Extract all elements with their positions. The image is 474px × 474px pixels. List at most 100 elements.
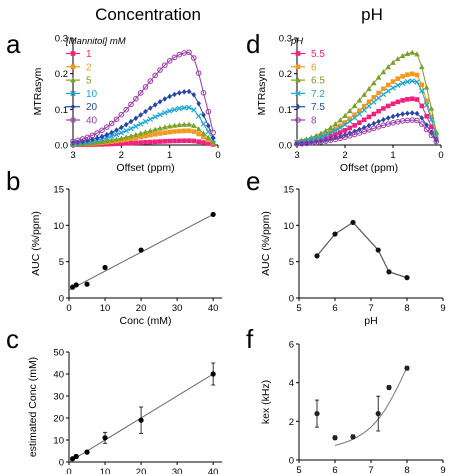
legend-entry: 6 (291, 62, 317, 73)
data-point (181, 121, 187, 127)
panel-letter-e: e (246, 166, 260, 196)
y-tick-label: 0.2 (279, 69, 292, 80)
legend-entry: 5 (66, 76, 92, 87)
data-point (385, 82, 391, 88)
data-point (352, 123, 357, 128)
data-point (177, 90, 182, 96)
x-tick-label: 2 (119, 150, 124, 161)
data-point (147, 116, 154, 122)
data-point (196, 131, 201, 137)
data-point (361, 103, 367, 109)
data-point (400, 111, 405, 117)
x-tick-label: 30 (172, 303, 183, 314)
data-point (423, 84, 430, 90)
data-point (314, 411, 320, 417)
data-point (366, 127, 372, 133)
legend-title: pH (290, 36, 303, 47)
panel-letter-d: d (246, 29, 260, 59)
data-point (142, 118, 149, 125)
data-point (361, 124, 367, 131)
y-tick-label: 5 (59, 257, 64, 268)
data-point (409, 96, 415, 102)
x-tick-label: 0 (215, 150, 220, 161)
data-point (195, 70, 202, 76)
data-point (419, 115, 425, 121)
data-point (429, 114, 434, 120)
data-point (333, 134, 338, 141)
legend-entry: 5.5 (291, 49, 325, 60)
legend-label: 5 (86, 76, 92, 87)
data-point (94, 139, 100, 145)
data-point (102, 435, 108, 441)
data-point (376, 118, 381, 125)
data-point (206, 137, 211, 143)
data-point (414, 97, 420, 102)
data-point (191, 55, 197, 61)
data-point (79, 136, 86, 142)
data-point (123, 121, 129, 128)
x-tick-label: 3 (70, 150, 75, 161)
data-point (205, 134, 212, 140)
data-point (205, 108, 212, 115)
data-point (375, 411, 381, 417)
data-point (390, 59, 396, 65)
data-point (295, 117, 301, 123)
data-point (90, 136, 95, 143)
data-point (361, 107, 367, 113)
data-point (414, 79, 420, 85)
data-point (385, 115, 391, 121)
data-point (385, 103, 391, 109)
y-tick-label: 10 (53, 221, 64, 232)
data-point (380, 122, 387, 129)
data-point (191, 107, 197, 113)
data-point (419, 64, 425, 70)
data-point (361, 117, 367, 123)
data-point (366, 114, 372, 120)
series-line (72, 51, 214, 142)
data-point (210, 211, 216, 218)
data-point (186, 138, 192, 144)
data-point (366, 122, 372, 129)
chart-panel-c: 01020304001020304050Conc (mM)estimated C… (27, 348, 222, 474)
data-point (166, 108, 173, 114)
data-point (133, 123, 139, 130)
data-point (318, 134, 324, 140)
data-point (419, 82, 425, 88)
data-point (405, 72, 410, 78)
x-tick-label: 40 (208, 467, 219, 474)
data-point (191, 92, 197, 98)
data-point (390, 85, 396, 91)
data-point (157, 125, 163, 131)
column-title-ph: pH (361, 5, 383, 24)
legend-label: 10 (86, 89, 98, 100)
data-point (409, 71, 415, 77)
panel-letter-c: c (6, 324, 19, 354)
data-point (109, 141, 114, 147)
data-point (376, 108, 381, 114)
data-point (123, 134, 129, 140)
data-point (137, 130, 144, 136)
y-tick-label: 0.1 (279, 105, 292, 116)
data-point (102, 264, 108, 271)
y-tick-label: 10 (283, 221, 294, 232)
x-tick-label: 8 (404, 303, 409, 314)
series-line (316, 221, 408, 279)
data-point (181, 128, 187, 134)
data-point (433, 138, 440, 145)
data-point (424, 113, 429, 119)
data-point (172, 91, 177, 98)
data-point (176, 122, 183, 128)
x-tick-label: 8 (404, 465, 409, 474)
data-point (395, 76, 401, 81)
data-point (157, 111, 163, 118)
data-point (191, 129, 197, 134)
data-point (196, 100, 201, 107)
x-tick-label: 30 (172, 467, 183, 474)
data-point (356, 130, 363, 136)
legend-entry: 10 (66, 89, 98, 100)
data-point (323, 127, 329, 133)
data-point (119, 141, 124, 146)
data-point (177, 138, 182, 144)
data-point (405, 110, 410, 117)
y-axis-label: kex (kHz) (260, 380, 272, 424)
